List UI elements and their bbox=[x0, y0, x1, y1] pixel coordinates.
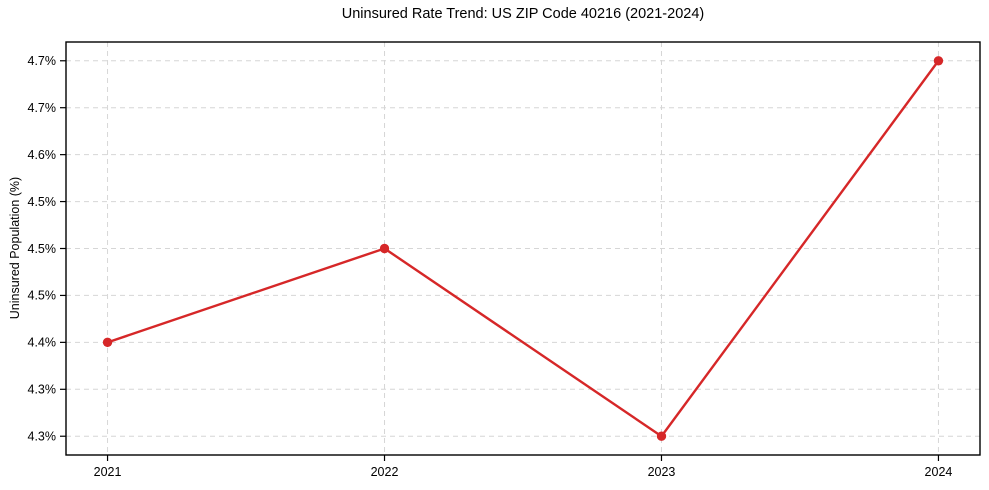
y-tick-label: 4.6% bbox=[28, 148, 57, 162]
y-tick-label: 4.3% bbox=[28, 383, 57, 397]
trend-line bbox=[106, 59, 940, 438]
y-tick-label: 4.7% bbox=[28, 54, 57, 68]
data-point bbox=[933, 56, 944, 66]
y-axis-title: Uninsured Population (%) bbox=[8, 176, 22, 320]
plot-border bbox=[65, 41, 981, 456]
x-tick-label: 2021 bbox=[94, 465, 122, 479]
chart-title: Uninsured Rate Trend: US ZIP Code 40216 … bbox=[341, 6, 705, 22]
y-tick-label: 4.5% bbox=[28, 195, 57, 209]
data-point bbox=[656, 431, 667, 441]
y-tick-label: 4.7% bbox=[28, 101, 57, 115]
y-tick-label: 4.5% bbox=[28, 289, 57, 303]
x-tick-label: 2023 bbox=[648, 465, 676, 479]
y-tick-label: 4.4% bbox=[28, 336, 57, 350]
data-point bbox=[102, 337, 113, 348]
y-tick-label: 4.5% bbox=[28, 242, 57, 256]
data-point bbox=[379, 243, 390, 254]
x-tick-label: 2024 bbox=[925, 465, 953, 479]
y-tick-label: 4.3% bbox=[28, 430, 57, 444]
x-tick-label: 2022 bbox=[371, 465, 399, 479]
